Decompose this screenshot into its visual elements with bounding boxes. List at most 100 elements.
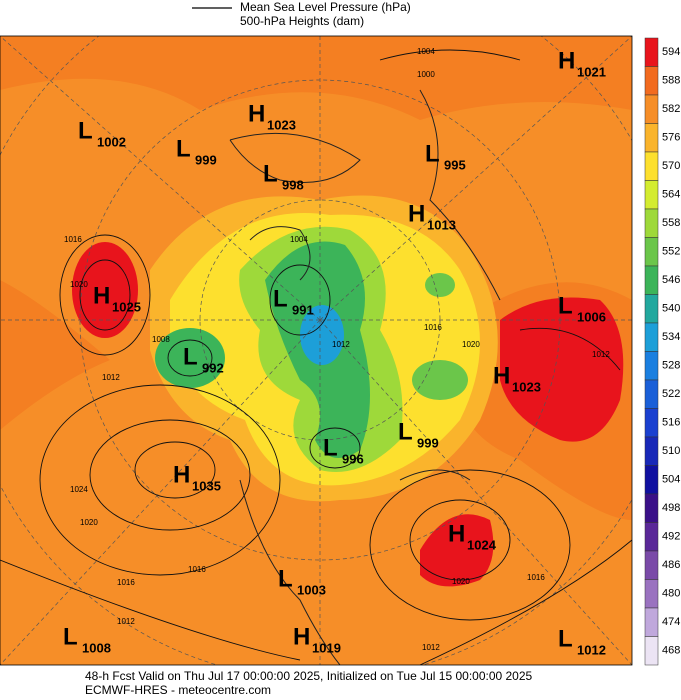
colorbar-cell	[644, 607, 659, 637]
map	[0, 36, 632, 665]
center-letter: L	[278, 565, 293, 592]
center-value: 1008	[82, 640, 111, 655]
height-zone-594	[500, 297, 624, 442]
colorbar-cell	[644, 37, 659, 67]
center-letter: H	[93, 282, 110, 309]
center-letter: L	[425, 140, 440, 167]
colorbar-cell	[644, 351, 659, 381]
isobar-label: 1016	[527, 573, 545, 582]
graticule	[0, 36, 632, 665]
isobars	[0, 49, 632, 665]
center-value: 992	[202, 360, 224, 375]
footer-text: ECMWF-HRES - meteocentre.com	[85, 683, 271, 697]
center-value: 1023	[512, 379, 541, 394]
center-letter: L	[78, 117, 93, 144]
colorbar-cell	[644, 151, 659, 181]
footer-text: 48-h Fcst Valid on Thu Jul 17 00:00:00 2…	[85, 669, 533, 683]
colorbar-label: 522	[662, 388, 680, 400]
center-letter: H	[293, 623, 310, 650]
colorbar-cell	[644, 208, 659, 238]
center-letter: L	[323, 434, 338, 461]
center-value: 1019	[312, 640, 341, 655]
center-value: 1024	[467, 537, 497, 552]
map-frame	[0, 35, 633, 666]
isobar-label: 1024	[70, 485, 88, 494]
colorbar-label: 570	[662, 160, 680, 172]
center-value: 998	[282, 177, 304, 192]
colorbar-cell	[644, 408, 659, 438]
isobar-label: 1016	[64, 235, 82, 244]
colorbar-label: 588	[662, 75, 680, 87]
colorbar-label: 480	[662, 588, 680, 600]
colorbar-cell	[644, 465, 659, 495]
colorbar-label: 564	[662, 189, 680, 201]
isobar-label: 1004	[290, 235, 308, 244]
center-value: 1006	[577, 309, 606, 324]
center-value: 996	[342, 451, 364, 466]
center-value: 999	[195, 152, 217, 167]
center-letter: H	[173, 461, 190, 488]
colorbar-label: 468	[662, 645, 680, 657]
center-letter: L	[176, 135, 191, 162]
isobar-label: 1012	[422, 643, 440, 652]
isobar-label: 1020	[70, 280, 88, 289]
colorbar-cell	[644, 180, 659, 210]
colorbar-cell	[644, 123, 659, 153]
colorbar-label: 498	[662, 502, 680, 514]
colorbar-cell	[644, 379, 659, 409]
isobar-label: 1020	[462, 340, 480, 349]
center-letter: L	[558, 625, 573, 652]
colorbar-label: 552	[662, 246, 680, 258]
colorbar-cell	[644, 493, 659, 523]
colorbar-label: 474	[662, 616, 680, 628]
colorbar-cell	[644, 237, 659, 267]
isobar-label: 1000	[417, 70, 435, 79]
center-letter: L	[273, 285, 288, 312]
legend-heights: 500-hPa Heights (dam)	[240, 14, 364, 28]
center-letter: H	[493, 362, 510, 389]
colorbar-cell	[644, 579, 659, 609]
isobar-label: 1016	[424, 323, 442, 332]
colorbar-label: 486	[662, 559, 680, 571]
center-letter: L	[63, 623, 78, 650]
colorbar-label: 594	[662, 46, 680, 58]
center-letter: H	[408, 200, 425, 227]
legend-mslp: Mean Sea Level Pressure (hPa)	[240, 0, 411, 14]
center-value: 1023	[267, 117, 296, 132]
colorbar-label: 528	[662, 360, 680, 372]
height-zone-594	[420, 514, 494, 587]
isobar-label: 1008	[152, 335, 170, 344]
center-letter: L	[263, 160, 278, 187]
colorbar-cell	[644, 66, 659, 96]
colorbar-cell	[644, 265, 659, 295]
colorbar-cell	[644, 94, 659, 124]
isobar-label: 1012	[592, 350, 610, 359]
colorbar-cell	[644, 550, 659, 580]
height-zone-546	[155, 328, 225, 388]
isobar-label: 1012	[117, 617, 135, 626]
colorbar-cell	[644, 636, 659, 666]
colorbar-label: 504	[662, 474, 680, 486]
overlay: 594 588 582 576 570 564 558 552 546 540 534 528 522 5…	[63, 37, 680, 697]
height-zone-552	[425, 273, 455, 297]
center-letter: H	[558, 47, 575, 74]
isobar-label: 1012	[102, 373, 120, 382]
colorbar-label: 510	[662, 445, 680, 457]
center-letter: H	[248, 100, 265, 127]
colorbar-label: 546	[662, 274, 680, 286]
colorbar-label: 534	[662, 331, 680, 343]
center-value: 991	[292, 302, 314, 317]
colorbar-cell	[644, 322, 659, 352]
center-letter: L	[398, 418, 413, 445]
center-letter: L	[558, 292, 573, 319]
isobar-label: 1020	[80, 518, 98, 527]
colorbar-label: 492	[662, 531, 680, 543]
colorbar-label: 516	[662, 417, 680, 429]
center-value: 1021	[577, 64, 606, 79]
colorbar-label: 558	[662, 217, 680, 229]
colorbar-label: 582	[662, 103, 680, 115]
colorbar-label: 576	[662, 132, 680, 144]
colorbar-cell	[644, 522, 659, 552]
isobar-label: 1020	[452, 577, 470, 586]
